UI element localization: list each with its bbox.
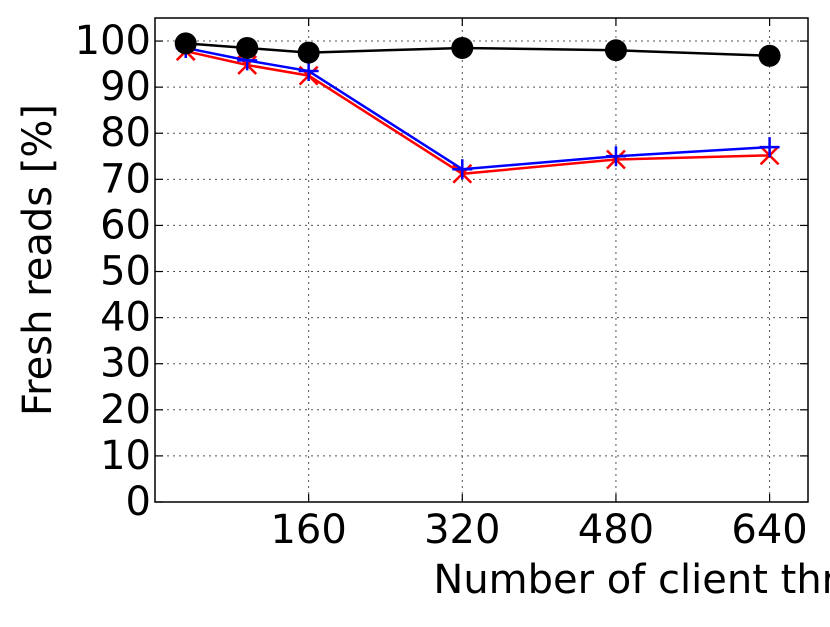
x-tick-label: 320 xyxy=(424,507,500,553)
plot-frame xyxy=(154,17,809,503)
series-line xyxy=(185,49,770,176)
y-tick-label: 30 xyxy=(100,341,151,387)
x-tick-label: 160 xyxy=(270,507,346,553)
y-tick-label: 50 xyxy=(100,249,151,295)
marker xyxy=(236,36,259,59)
y-tick-label: 80 xyxy=(100,110,151,156)
x-tick-label: 480 xyxy=(578,507,654,553)
marker xyxy=(297,41,320,64)
y-tick-label: 100 xyxy=(75,18,151,64)
marker xyxy=(759,137,780,158)
marker xyxy=(758,44,781,67)
y-tick-label: 0 xyxy=(126,479,151,525)
y-tick-label: 70 xyxy=(100,156,151,202)
marker xyxy=(605,146,626,167)
series xyxy=(174,32,781,67)
marker xyxy=(604,39,627,62)
y-tick-label: 20 xyxy=(100,387,151,433)
series-line xyxy=(185,46,770,171)
marker xyxy=(451,36,474,59)
y-tick-label: 90 xyxy=(100,64,151,110)
marker xyxy=(298,61,319,82)
y-tick-label: 60 xyxy=(100,202,151,248)
marker xyxy=(174,32,197,55)
y-axis-label: Fresh reads [%] xyxy=(15,104,61,416)
series-line xyxy=(185,42,770,58)
marker xyxy=(452,159,473,180)
x-tick-label: 640 xyxy=(731,507,807,553)
y-tick-label: 10 xyxy=(100,433,151,479)
x-axis-label: Number of client threads xyxy=(433,557,830,603)
y-tick-label: 40 xyxy=(100,295,151,341)
